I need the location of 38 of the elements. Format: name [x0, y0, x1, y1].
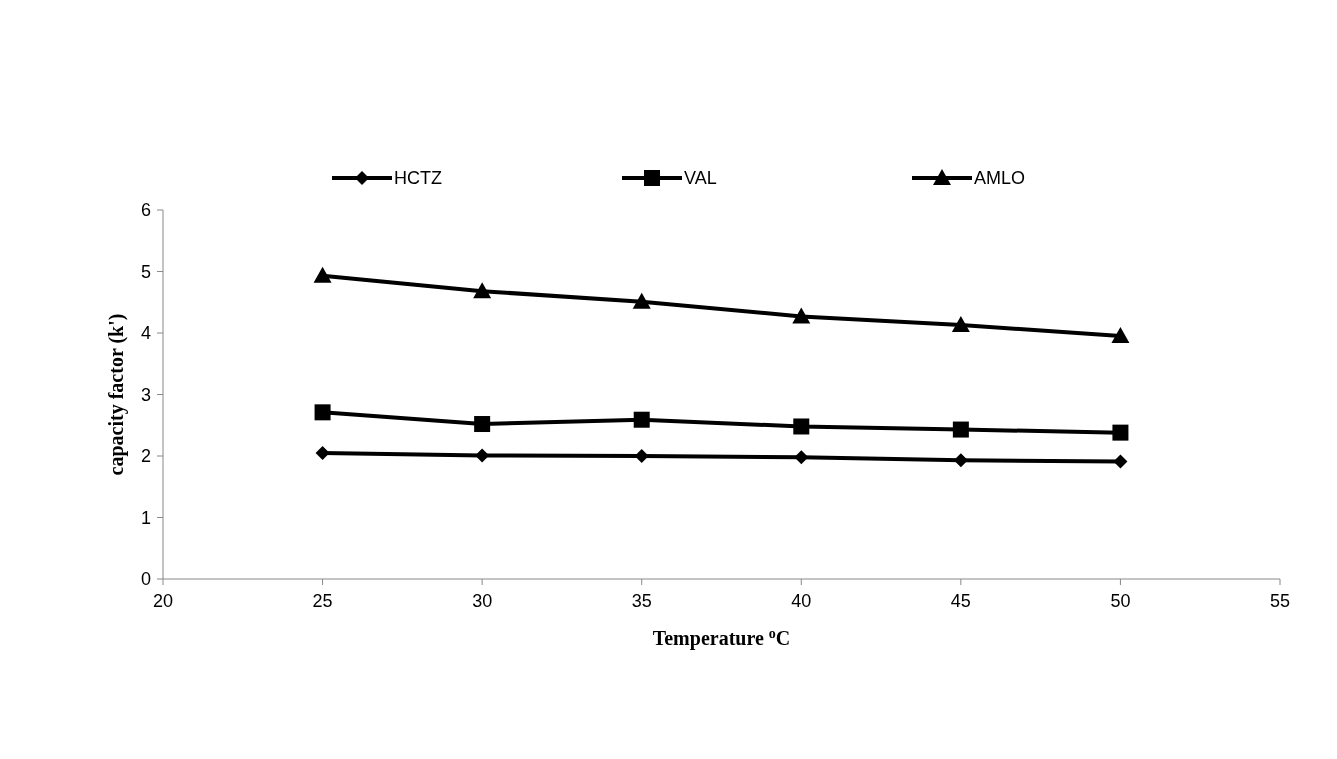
- point: [793, 418, 810, 435]
- point: [315, 445, 330, 460]
- point: [952, 421, 969, 438]
- point: [951, 316, 970, 333]
- legend-label: AMLO: [974, 168, 1026, 189]
- y-tick-label: 6: [140, 200, 151, 221]
- y-tick-label: 2: [140, 446, 151, 467]
- point: [953, 453, 968, 468]
- y-tick-label: 5: [140, 261, 151, 282]
- x-tick-label: 20: [152, 591, 174, 611]
- y-tick-label: 1: [140, 507, 151, 528]
- point: [634, 449, 649, 463]
- x-tick-label: 50: [1110, 591, 1131, 611]
- x-tick-label: 25: [312, 591, 333, 611]
- point: [794, 450, 809, 465]
- point: [474, 416, 491, 433]
- y-tick-label: 3: [140, 384, 151, 405]
- legend-label: HCTZ: [394, 168, 442, 189]
- x-tick-label: 30: [472, 591, 493, 611]
- y-tick-label: 4: [140, 323, 151, 344]
- y-tick-label: 0: [140, 569, 151, 590]
- legend-label: VAL: [684, 168, 717, 189]
- point: [632, 292, 651, 309]
- point: [314, 404, 331, 421]
- point: [1111, 327, 1130, 344]
- x-axis-title: Temperature $^{o}$C: [652, 625, 791, 650]
- x-tick-label: 35: [631, 591, 652, 611]
- point: [792, 307, 811, 324]
- x-tick-label: 55: [1269, 591, 1291, 611]
- point: [633, 411, 650, 428]
- point: [475, 448, 490, 463]
- x-tick-label: 45: [950, 591, 971, 611]
- point: [313, 266, 332, 283]
- point: [1112, 424, 1129, 441]
- point: [1113, 454, 1128, 469]
- x-tick-label: 40: [791, 591, 812, 611]
- point: [473, 282, 492, 299]
- y-axis-title: capacity factor (k'): [105, 313, 128, 476]
